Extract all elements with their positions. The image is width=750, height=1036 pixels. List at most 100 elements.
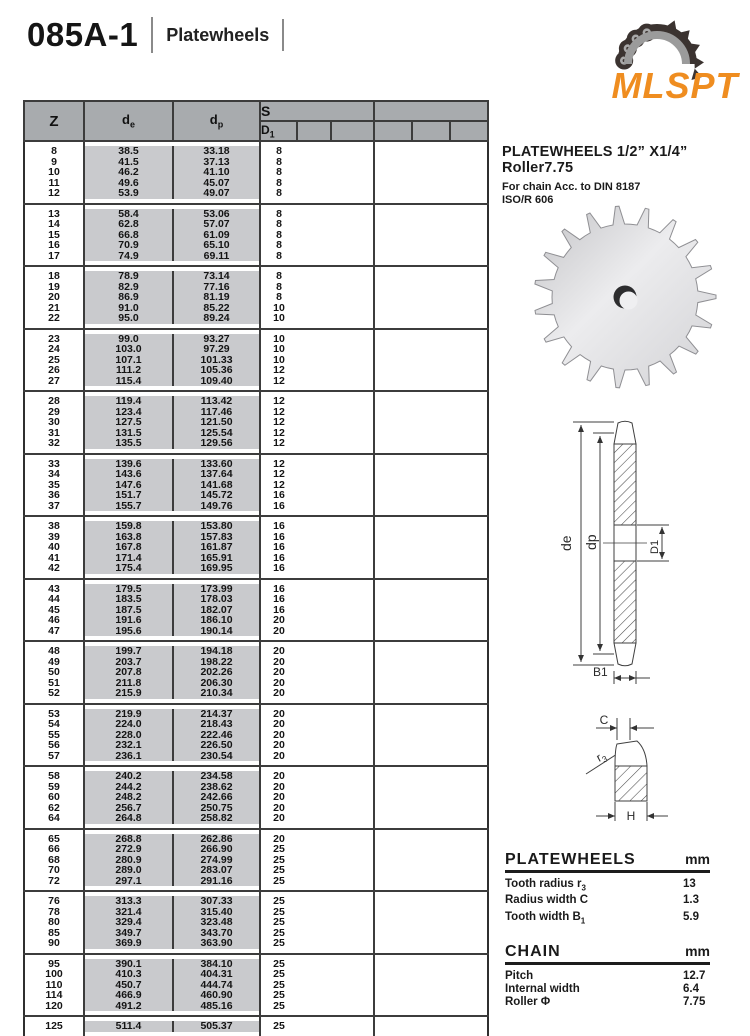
- table-cell: [450, 980, 488, 991]
- table-cell: [374, 438, 412, 449]
- table-group: 38 159.8 153.80 16 39 163.8 157.83 16 40 167.8 161…: [24, 515, 489, 579]
- table-cell: 232.1: [84, 740, 174, 751]
- table-cell: [173, 948, 261, 954]
- table-cell: [297, 292, 331, 303]
- table-cell: [84, 390, 173, 396]
- table-cell: [450, 344, 488, 355]
- table-cell: 25: [273, 864, 285, 876]
- table-cell: [297, 515, 331, 521]
- table-cell: 99.0: [84, 333, 174, 344]
- table-cell: 25: [273, 916, 285, 928]
- table-cell: [24, 202, 85, 209]
- table-cell: [374, 140, 412, 146]
- table-cell: [331, 511, 375, 516]
- table-cell: [173, 390, 261, 396]
- table-cell: [297, 157, 331, 168]
- table-cell: 113.42: [173, 396, 261, 407]
- table-row: 13 58.4 53.06 8: [24, 208, 488, 219]
- table-cell: [173, 323, 261, 329]
- spec-value: 1.3: [683, 894, 699, 907]
- table-row: 27 115.4 109.40 12: [24, 375, 488, 386]
- table-cell: [331, 990, 375, 1001]
- table-cell: [24, 827, 85, 834]
- table-cell: [374, 240, 412, 251]
- spec-row: Pitch 12.7: [505, 971, 710, 983]
- table-cell: [374, 719, 412, 730]
- table-cell: 25: [273, 853, 285, 866]
- table-row: 43 179.5 173.99 16: [24, 583, 488, 594]
- table-cell: 244.2: [84, 781, 174, 792]
- table-cell: [374, 271, 412, 282]
- table-cell: [331, 827, 375, 834]
- table-cell: [84, 765, 173, 771]
- table-cell: [331, 948, 375, 954]
- table-cell: [450, 240, 488, 251]
- col-header-empty: [448, 120, 490, 142]
- table-cell: 25: [273, 905, 285, 918]
- logo-text: MLSPT: [612, 65, 741, 102]
- col-header-empty: [373, 120, 413, 142]
- table-cell: [24, 698, 85, 704]
- table-cell: [450, 501, 488, 512]
- table-cell: 315.40: [173, 906, 261, 917]
- table-cell: [331, 406, 375, 417]
- table-row: 55 228.0 222.46 20: [24, 729, 488, 741]
- table-group: 58 240.2 234.58 20 59 244.2 238.62 20 60 248.2 242…: [24, 765, 489, 829]
- dim-label-de: de: [558, 535, 574, 551]
- table-row: 65 268.8 262.86 20: [24, 833, 488, 844]
- table-cell: 74.9: [84, 250, 174, 261]
- table-row: 49 203.7 198.22 20: [24, 656, 488, 667]
- table-cell: [412, 577, 450, 584]
- table-cell: [297, 303, 331, 314]
- table-cell: [331, 781, 375, 792]
- table-cell: 45.07: [173, 177, 261, 188]
- table-cell: [450, 251, 488, 262]
- table-cell: [374, 990, 412, 1001]
- table-cell: [24, 327, 85, 334]
- table-cell: [24, 636, 85, 641]
- table-cell: [173, 823, 261, 829]
- table-cell: [450, 1021, 488, 1032]
- table-row: 38 159.8 153.80 16: [24, 521, 488, 532]
- table-cell: [24, 452, 85, 459]
- table-cell: 125.54: [173, 427, 261, 438]
- table-cell: 17: [24, 250, 85, 261]
- table-cell: [450, 515, 489, 521]
- table-cell: [374, 459, 412, 470]
- table-row: 34 143.6 137.64 12: [24, 469, 488, 480]
- table-cell: [173, 1031, 261, 1036]
- table-cell: 43: [24, 583, 85, 594]
- table-cell: [297, 230, 331, 241]
- table-cell: [450, 1032, 488, 1036]
- table-cell: [297, 452, 331, 459]
- table-row: 20 86.9 81.19 8: [24, 292, 488, 303]
- table-cell: [297, 428, 331, 439]
- group-spacer-row: [24, 698, 488, 704]
- table-cell: 313.3: [84, 896, 174, 907]
- table-cell: [331, 896, 375, 907]
- table-cell: 25: [273, 989, 285, 1001]
- table-cell: [374, 327, 412, 334]
- table-cell: [297, 178, 331, 189]
- table-row: 95 390.1 384.10 25: [24, 958, 488, 969]
- table-cell: 55: [24, 729, 85, 740]
- table-cell: [260, 1032, 297, 1036]
- table-cell: 16: [273, 562, 285, 574]
- table-cell: [260, 1015, 297, 1021]
- table-cell: 33: [24, 458, 85, 469]
- table-cell: 20: [273, 707, 285, 720]
- table-cell: 195.6: [84, 625, 174, 636]
- table-cell: 12: [273, 468, 285, 480]
- table-cell: [450, 730, 488, 741]
- table-cell: [173, 573, 261, 579]
- table-cell: 26: [24, 365, 85, 376]
- table-cell: 8: [276, 291, 282, 303]
- table-cell: 363.90: [173, 938, 261, 949]
- table-group: 76 313.3 307.33 25 78 321.4 315.40 25 80 329.4 323…: [24, 890, 489, 954]
- table-cell: 68: [24, 854, 85, 865]
- table-cell: [450, 709, 488, 720]
- table-cell: [374, 896, 412, 907]
- table-cell: [173, 198, 261, 204]
- dim-label-r3: r3: [594, 748, 609, 766]
- table-cell: [450, 396, 488, 407]
